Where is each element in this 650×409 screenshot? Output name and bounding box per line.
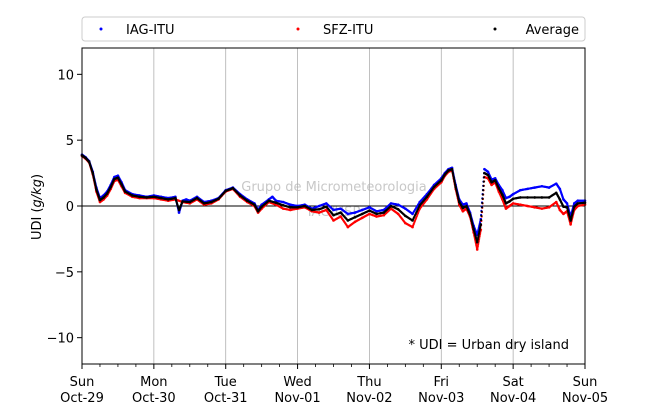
x-tick-label-day: Sun (70, 375, 95, 390)
series-sfz-itu (80, 154, 587, 251)
x-tick-label-day: Sun (573, 375, 598, 390)
x-tick-label-day: Thu (356, 375, 381, 390)
data-point (480, 214, 483, 217)
x-tick-label-date: Nov-03 (418, 391, 464, 406)
legend-marker (296, 27, 300, 31)
x-tick-label-date: Oct-29 (60, 391, 104, 406)
data-point (479, 223, 483, 226)
data-point (482, 180, 485, 183)
legend-label: Average (526, 23, 579, 38)
y-tick-label: 0 (66, 200, 74, 215)
series-average (80, 154, 587, 244)
legend-label: SFZ-ITU (323, 23, 373, 38)
data-point (482, 189, 485, 192)
data-points (80, 153, 587, 251)
x-tick-label-day: Tue (214, 375, 237, 390)
y-axis-label: UDI (g/kg) (30, 174, 45, 240)
y-tick-label: 10 (57, 68, 74, 83)
x-tick-label-day: Mon (140, 375, 167, 390)
data-point (476, 245, 479, 248)
data-point (482, 184, 485, 188)
x-tick-label-date: Oct-30 (132, 391, 176, 406)
x-tick-label-date: Nov-02 (346, 391, 392, 406)
legend-marker (99, 27, 103, 31)
y-tick-label: 5 (66, 134, 74, 149)
x-axis: SunOct-29MonOct-30TueOct-31WedNov-01ThuN… (60, 364, 608, 406)
legend-frame (81, 16, 586, 42)
legend-label: IAG-ITU (126, 23, 175, 38)
data-point (480, 219, 483, 222)
x-tick-label-date: Oct-31 (204, 391, 248, 406)
data-point (477, 243, 480, 246)
data-point (481, 193, 485, 196)
x-tick-label-date: Nov-01 (274, 391, 320, 406)
watermark-line-1: Grupo de Micrometeorologia (241, 180, 427, 195)
legend: IAG-ITU SFZ-ITU Average (81, 16, 586, 42)
data-point (480, 210, 483, 213)
y-tick-label: −5 (55, 266, 74, 281)
x-tick-label-day: Fri (434, 375, 450, 390)
y-tick-label: −10 (47, 332, 74, 347)
y-axis: −10 −5 0 5 10 (47, 68, 82, 347)
data-point (480, 206, 484, 209)
data-point (483, 176, 486, 179)
x-tick-label-day: Sat (502, 375, 523, 390)
x-tick-label-date: Nov-04 (490, 391, 536, 406)
legend-marker (493, 27, 497, 31)
x-tick-label-date: Nov-05 (562, 391, 608, 406)
data-point (481, 197, 484, 200)
annotation: * UDI = Urban dry island (409, 338, 569, 353)
x-tick-label-day: Wed (283, 375, 311, 390)
data-point (481, 201, 484, 205)
data-point (476, 246, 479, 249)
